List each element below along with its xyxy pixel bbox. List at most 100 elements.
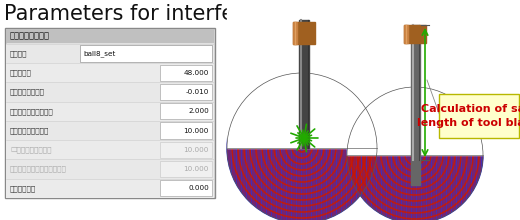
Text: 接近許容誤差設定: 接近許容誤差設定 xyxy=(10,31,50,40)
Text: 48.000: 48.000 xyxy=(184,70,209,76)
Text: 有効長余裕量: 有効長余裕量 xyxy=(10,185,36,192)
Bar xyxy=(347,0,483,155)
Text: Parameters for interference check: Parameters for interference check xyxy=(4,4,360,24)
Bar xyxy=(482,87,485,220)
Bar xyxy=(317,73,319,220)
FancyBboxPatch shape xyxy=(160,161,212,177)
Bar xyxy=(357,73,359,220)
Text: アタッチメント接近許容誤差: アタッチメント接近許容誤差 xyxy=(10,166,67,172)
Text: 0.000: 0.000 xyxy=(188,185,209,191)
Bar xyxy=(397,87,399,220)
Bar xyxy=(227,73,229,220)
Text: ホルダ接近許容誤差: ホルダ接近許容誤差 xyxy=(10,127,49,134)
Bar xyxy=(307,73,309,220)
Text: シャンク接近許容誤差: シャンク接近許容誤差 xyxy=(10,108,54,115)
Text: ball8_set: ball8_set xyxy=(83,50,115,57)
Text: Calculation of safe
length of tool blade: Calculation of safe length of tool blade xyxy=(418,104,520,128)
FancyBboxPatch shape xyxy=(160,65,212,81)
Bar xyxy=(293,22,315,44)
Bar xyxy=(412,87,414,220)
Bar xyxy=(402,87,405,220)
FancyBboxPatch shape xyxy=(160,84,212,100)
FancyBboxPatch shape xyxy=(6,140,214,160)
Bar xyxy=(299,20,309,148)
Text: 設定工具: 設定工具 xyxy=(10,50,28,57)
Bar xyxy=(467,87,470,220)
Bar xyxy=(477,87,479,220)
Bar xyxy=(277,73,280,220)
Text: ☐最下層軸方向指示: ☐最下層軸方向指示 xyxy=(10,147,51,153)
Bar xyxy=(247,73,250,220)
Bar xyxy=(372,87,374,220)
Bar xyxy=(392,87,395,220)
Text: 突き出し長: 突き出し長 xyxy=(10,70,32,76)
Bar xyxy=(337,73,340,220)
Bar xyxy=(272,73,275,220)
Bar xyxy=(347,87,349,220)
Bar xyxy=(287,73,290,220)
Bar xyxy=(322,73,324,220)
Text: 10.000: 10.000 xyxy=(184,166,209,172)
Text: 10.000: 10.000 xyxy=(184,128,209,134)
Bar xyxy=(377,87,380,220)
FancyBboxPatch shape xyxy=(160,123,212,139)
Text: 刀先接近許容誤差: 刀先接近許容誤差 xyxy=(10,89,45,95)
Bar xyxy=(262,73,265,220)
FancyBboxPatch shape xyxy=(6,82,214,102)
Bar xyxy=(267,73,269,220)
Bar xyxy=(427,87,430,220)
Bar xyxy=(293,22,297,44)
Bar xyxy=(362,87,365,220)
Bar xyxy=(452,87,454,220)
FancyBboxPatch shape xyxy=(6,179,214,198)
FancyBboxPatch shape xyxy=(6,102,214,121)
Bar xyxy=(437,87,439,220)
FancyBboxPatch shape xyxy=(6,44,214,63)
Ellipse shape xyxy=(368,118,428,152)
Bar xyxy=(417,87,420,220)
FancyBboxPatch shape xyxy=(160,142,212,158)
Bar xyxy=(242,73,244,220)
Bar xyxy=(227,0,377,148)
FancyBboxPatch shape xyxy=(80,46,212,62)
Bar xyxy=(367,87,370,220)
Bar xyxy=(462,87,464,220)
Bar xyxy=(292,73,294,220)
Circle shape xyxy=(227,73,377,220)
FancyBboxPatch shape xyxy=(6,29,214,43)
Bar xyxy=(357,87,359,220)
Bar xyxy=(252,73,254,220)
Bar xyxy=(387,87,389,220)
Circle shape xyxy=(347,87,483,220)
Bar xyxy=(472,87,475,220)
Text: 2.000: 2.000 xyxy=(188,108,209,114)
Bar xyxy=(362,73,365,220)
FancyBboxPatch shape xyxy=(6,63,214,82)
Bar xyxy=(407,87,410,220)
Bar xyxy=(302,73,305,220)
FancyBboxPatch shape xyxy=(439,94,519,138)
Bar xyxy=(352,87,355,220)
Bar xyxy=(232,73,235,220)
Bar xyxy=(347,73,349,220)
Bar xyxy=(367,73,370,220)
FancyBboxPatch shape xyxy=(160,103,212,119)
Bar xyxy=(257,73,259,220)
Bar xyxy=(372,73,374,220)
Bar xyxy=(352,73,355,220)
Bar xyxy=(411,25,420,185)
FancyBboxPatch shape xyxy=(6,121,214,140)
FancyBboxPatch shape xyxy=(6,160,214,179)
Bar xyxy=(327,73,330,220)
Bar xyxy=(404,25,408,43)
Bar xyxy=(382,87,384,220)
Ellipse shape xyxy=(250,107,317,144)
FancyBboxPatch shape xyxy=(5,28,215,198)
Bar xyxy=(457,87,460,220)
Text: -0.010: -0.010 xyxy=(186,89,209,95)
Bar xyxy=(332,73,334,220)
Bar xyxy=(432,87,435,220)
Bar xyxy=(237,73,240,220)
Bar xyxy=(297,73,300,220)
Bar xyxy=(442,87,445,220)
